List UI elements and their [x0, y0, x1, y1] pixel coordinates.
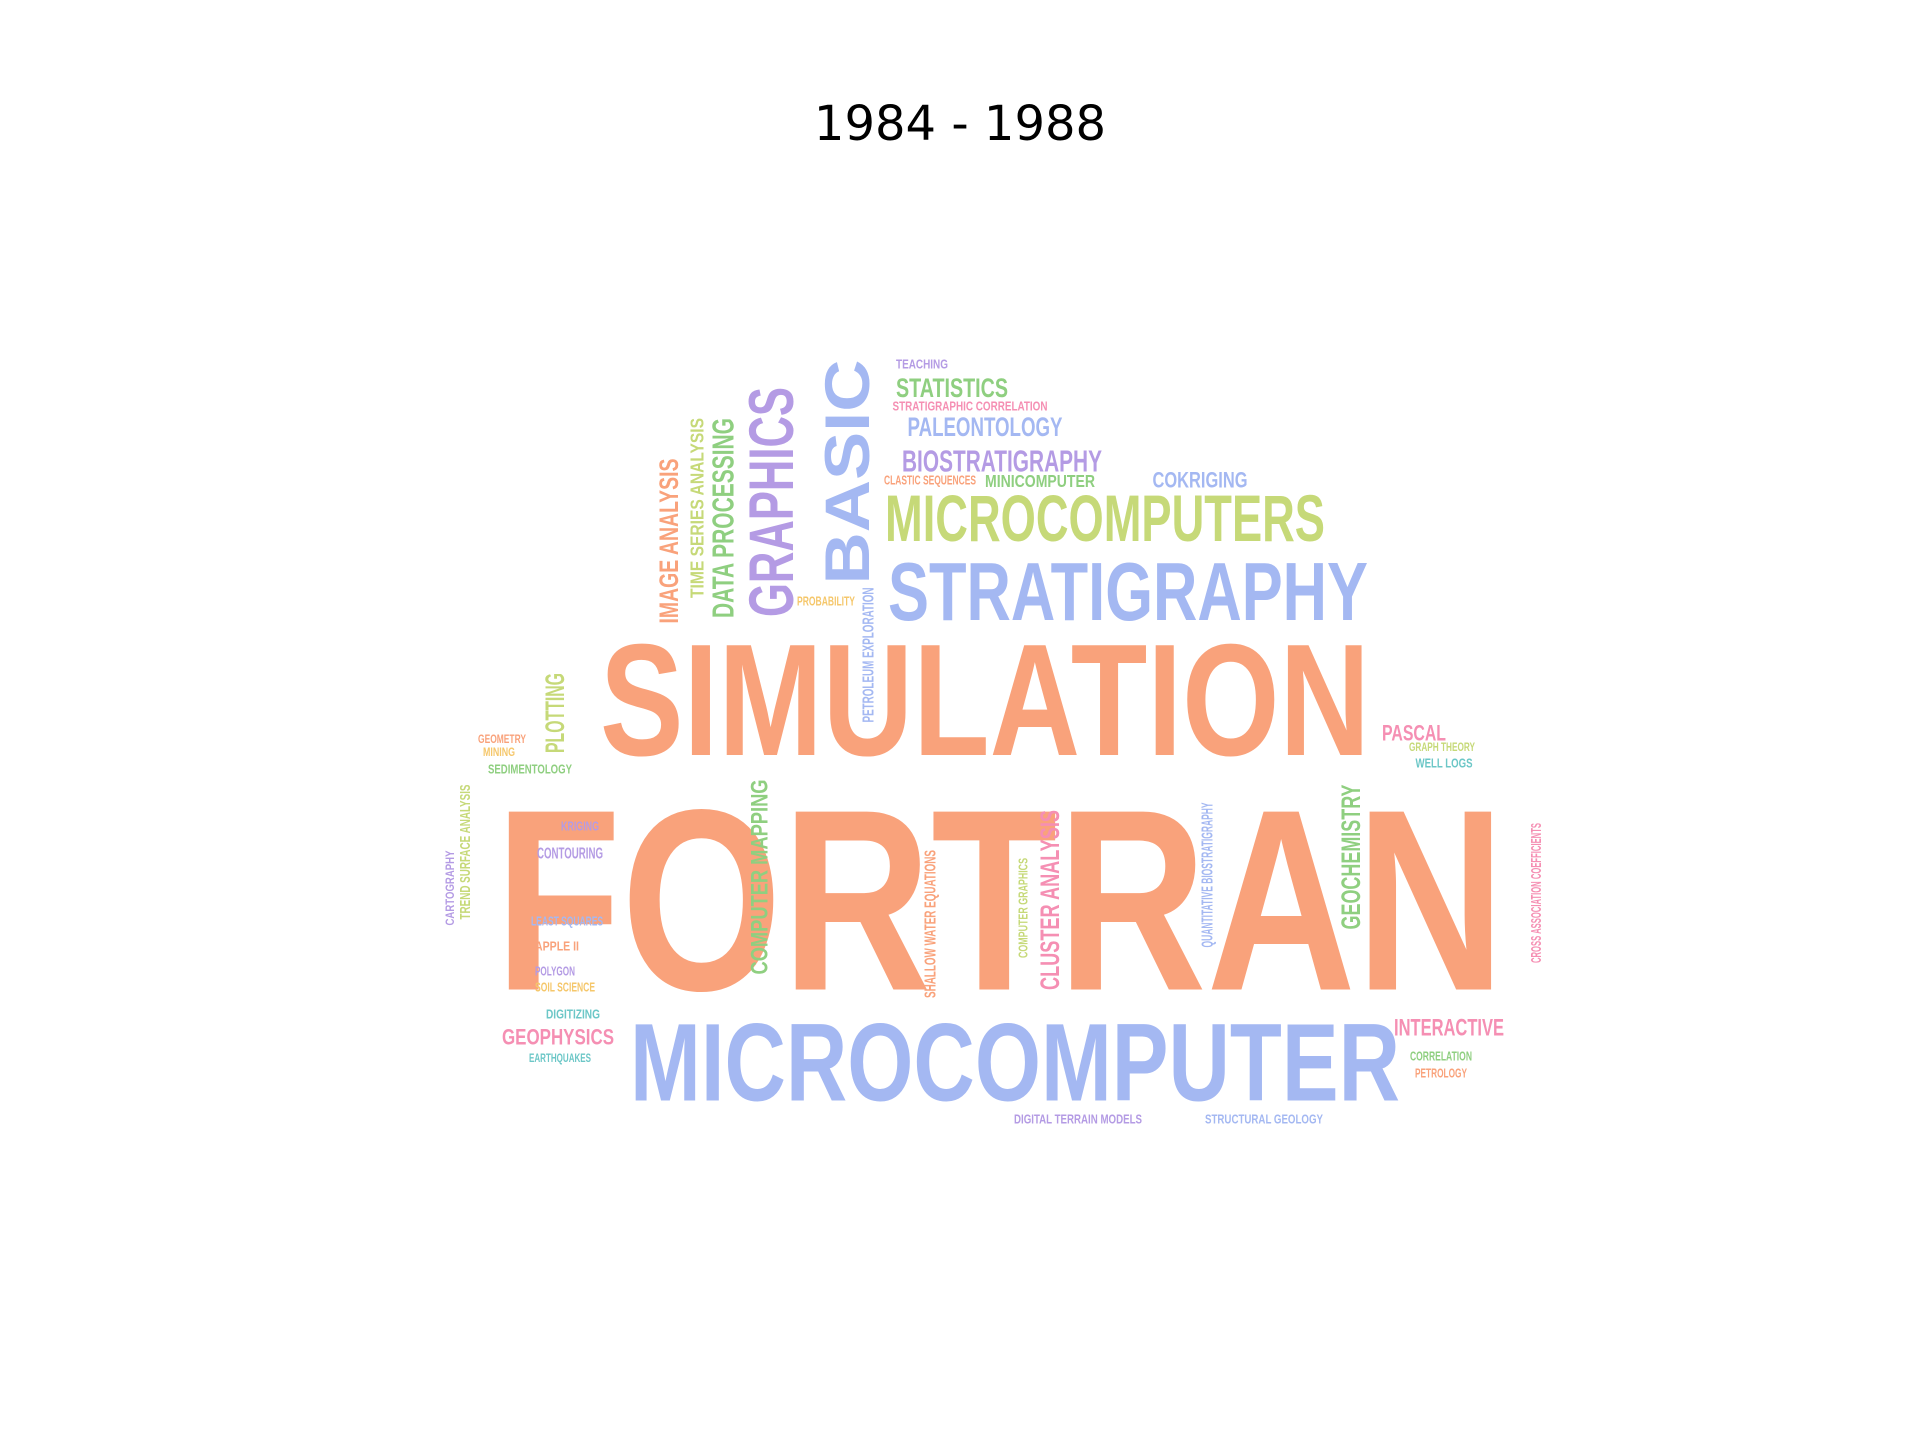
- word-teaching: TEACHING: [896, 357, 948, 372]
- word-minicomputer: MINICOMPUTER: [985, 471, 1095, 491]
- word-shallow-water-equations: SHALLOW WATER EQUATIONS: [923, 850, 940, 998]
- word-cartography: CARTOGRAPHY: [443, 851, 457, 926]
- word-data-processing: DATA PROCESSING: [706, 418, 741, 618]
- word-structural-geology: STRUCTURAL GEOLOGY: [1205, 1112, 1323, 1127]
- word-image-analysis: IMAGE ANALYSIS: [654, 459, 684, 624]
- word-pascal: PASCAL: [1382, 721, 1446, 746]
- word-digital-terrain-models: DIGITAL TERRAIN MODELS: [1014, 1112, 1142, 1127]
- word-graph-theory: GRAPH THEORY: [1409, 740, 1475, 754]
- word-geophysics: GEOPHYSICS: [502, 1025, 614, 1050]
- word-polygon: POLYGON: [535, 964, 575, 979]
- word-cokriging: COKRIGING: [1153, 468, 1248, 493]
- word-soil-science: SOIL SCIENCE: [535, 980, 595, 995]
- word-simulation: SIMULATION: [600, 611, 1370, 789]
- word-stratigraphic-correlation: STRATIGRAPHIC CORRELATION: [893, 399, 1048, 414]
- word-mining: MINING: [483, 745, 515, 759]
- word-time-series-analysis: TIME SERIES ANALYSIS: [687, 418, 708, 598]
- word-digitizing: DIGITIZING: [546, 1007, 600, 1022]
- word-stratigraphy: STRATIGRAPHY: [888, 546, 1368, 638]
- word-kriging: KRIGING: [561, 819, 599, 834]
- word-computer-mapping: COMPUTER MAPPING: [747, 780, 774, 975]
- word-cluster-analysis: CLUSTER ANALYSIS: [1035, 810, 1065, 990]
- word-fortran: FORTRAN: [495, 756, 1505, 1045]
- word-trend-surface-analysis: TREND SURFACE ANALYSIS: [458, 785, 474, 920]
- word-apple-ii: APPLE II: [535, 939, 579, 954]
- word-clastic-sequences: CLASTIC SEQUENCES: [884, 473, 976, 488]
- word-graphics: GRAPHICS: [737, 387, 807, 617]
- word-earthquakes: EARTHQUAKES: [529, 1051, 591, 1065]
- word-cross-association-coefficients: CROSS ASSOCIATION COEFFICIENTS: [1529, 823, 1545, 963]
- word-basic: BASIC: [813, 360, 883, 585]
- word-well-logs: WELL LOGS: [1416, 756, 1473, 771]
- word-sedimentology: SEDIMENTOLOGY: [488, 762, 572, 777]
- word-statistics: STATISTICS: [896, 373, 1008, 403]
- word-contouring: CONTOURING: [537, 846, 603, 863]
- word-probability: PROBABILITY: [797, 594, 855, 609]
- word-least-squares: LEAST SQUARES: [531, 914, 603, 929]
- word-computer-graphics: COMPUTER GRAPHICS: [1016, 858, 1031, 958]
- word-paleontology: PALEONTOLOGY: [908, 412, 1063, 442]
- word-petrology: PETROLOGY: [1415, 1066, 1467, 1081]
- word-microcomputers: MICROCOMPUTERS: [885, 481, 1325, 555]
- word-biostratigraphy: BIOSTRATIGRAPHY: [902, 444, 1102, 479]
- word-correlation: CORRELATION: [1410, 1049, 1472, 1064]
- word-quantitative-biostratigraphy: QUANTITATIVE BIOSTRATIGRAPHY: [1200, 802, 1217, 947]
- word-plotting: PLOTTING: [540, 673, 570, 753]
- word-geometry: GEOMETRY: [478, 732, 526, 746]
- word-petroleum-exploration: PETROLEUM EXPLORATION: [861, 588, 878, 723]
- word-microcomputer: MICROCOMPUTER: [630, 1002, 1400, 1125]
- word-interactive: INTERACTIVE: [1394, 1015, 1504, 1042]
- chart-title: 1984 - 1988: [813, 96, 1107, 152]
- word-geochemistry: GEOCHEMISTRY: [1336, 784, 1366, 929]
